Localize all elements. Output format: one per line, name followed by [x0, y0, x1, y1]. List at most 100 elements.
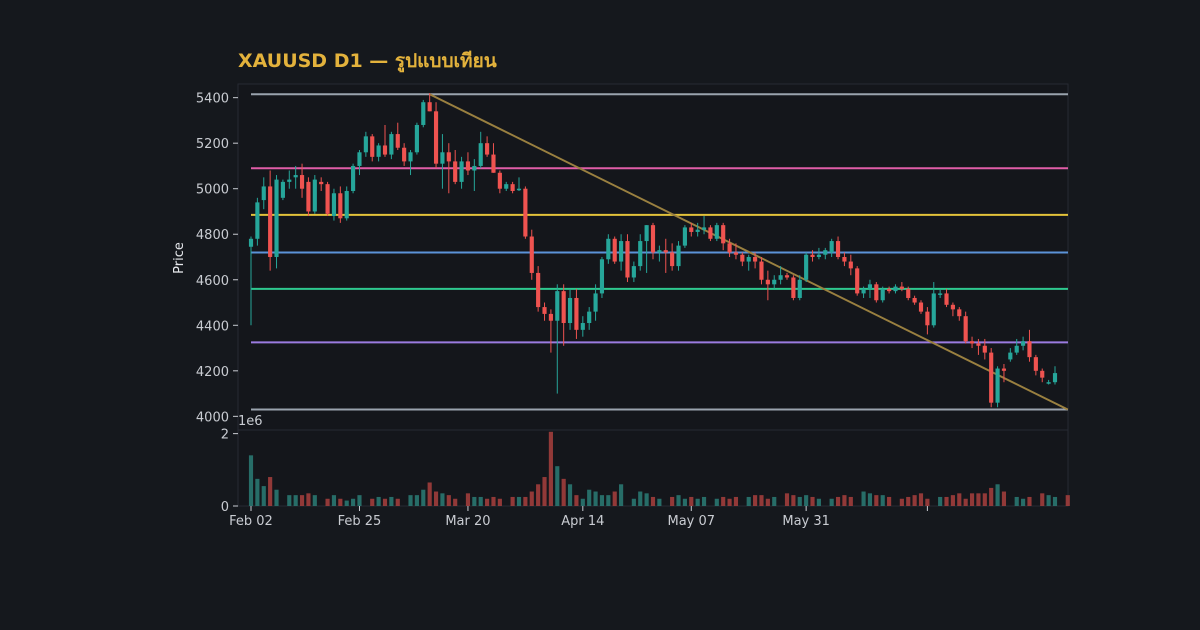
volume-bar — [982, 493, 987, 506]
candle-body — [331, 193, 337, 217]
candle-body — [644, 225, 649, 242]
candle-body — [465, 161, 471, 171]
volume-bar — [268, 477, 273, 506]
volume-bar — [670, 496, 675, 506]
candle-body — [969, 341, 975, 344]
volume-bar — [765, 498, 770, 506]
candle-body — [395, 134, 400, 148]
volume-bar — [465, 493, 471, 506]
candle-body — [631, 266, 636, 278]
candle-body — [408, 152, 413, 162]
volume-bar — [491, 496, 496, 506]
volume-bar — [331, 495, 337, 506]
volume-bar — [721, 496, 726, 506]
volume-bar — [497, 498, 502, 506]
candle-body — [887, 288, 892, 292]
candle-body — [1001, 368, 1007, 371]
candle-body — [810, 254, 815, 257]
volume-bar — [1040, 493, 1045, 506]
candle-body — [351, 165, 356, 191]
candle-body — [746, 257, 751, 262]
volume-bar — [759, 495, 764, 506]
candle-body — [733, 252, 739, 255]
candle-body — [874, 284, 879, 301]
volume-bar — [638, 491, 643, 506]
price-tick-label: 5000 — [196, 183, 229, 198]
candle-body — [414, 124, 419, 153]
volume-bar — [478, 496, 483, 506]
volume-bar — [248, 455, 254, 506]
volume-bar — [727, 498, 732, 506]
candle-body — [427, 102, 432, 112]
candle-body — [1033, 357, 1038, 371]
candle-body — [574, 297, 579, 330]
price-tick-label: 5400 — [196, 92, 229, 107]
volume-bar — [746, 496, 751, 506]
candle-body — [523, 188, 528, 237]
candle-body — [727, 243, 732, 253]
volume-bar — [989, 487, 994, 506]
volume-bar — [599, 495, 605, 506]
volume-bar — [816, 498, 821, 506]
candle-body — [389, 134, 394, 155]
candle-body — [695, 229, 700, 232]
price-tick-label: 4800 — [196, 228, 229, 243]
volume-bar — [842, 495, 847, 506]
volume-bar — [255, 478, 260, 506]
candle-body — [676, 245, 681, 267]
candle-body — [759, 261, 764, 280]
volume-bar — [810, 496, 815, 506]
volume-bar — [612, 491, 617, 506]
volume-bar — [938, 496, 943, 506]
price-axis: 4000 4200 4400 4600 4800 5000 5200 5400 — [196, 92, 238, 425]
candle-body — [293, 175, 298, 178]
volume-bar — [293, 495, 298, 506]
volume-bar — [753, 495, 758, 506]
price-tick-label: 5200 — [196, 137, 229, 152]
candle-body — [931, 293, 936, 326]
volume-bar — [287, 495, 292, 506]
candle-body — [421, 102, 426, 125]
candle-body — [510, 184, 515, 191]
volume-panel — [237, 429, 1069, 507]
candle-body — [299, 175, 305, 189]
candle-body — [619, 241, 624, 262]
candle-body — [606, 238, 611, 260]
volume-bar — [619, 484, 624, 506]
price-tick-label: 4200 — [196, 365, 229, 380]
volume-bar — [529, 491, 534, 506]
candle-body — [1027, 341, 1032, 358]
candle-body — [382, 145, 388, 155]
volume-bar — [714, 498, 719, 506]
candle-body — [306, 181, 311, 212]
candle-body — [1014, 345, 1019, 353]
candle-body — [593, 293, 598, 312]
candle-body — [274, 179, 279, 257]
volume-bar — [804, 495, 809, 506]
candle-body — [740, 254, 745, 262]
candle-body — [529, 236, 534, 273]
candle-body — [363, 136, 368, 153]
candle-body — [765, 279, 770, 285]
candle-body — [842, 257, 847, 262]
volume-bar — [899, 498, 904, 506]
candle-body — [478, 143, 483, 166]
date-tick-label: May 31 — [782, 514, 830, 529]
volume-bar — [689, 496, 694, 506]
candle-body — [701, 227, 707, 230]
volume-bars-layer — [248, 431, 1070, 506]
volume-bar — [516, 496, 522, 506]
candle-body — [625, 241, 630, 278]
volume-tick-label: 0 — [221, 500, 229, 515]
candle-body — [580, 323, 585, 330]
volume-bar — [338, 498, 343, 506]
candle-body — [485, 143, 490, 155]
candle-body — [657, 250, 662, 253]
candle-body — [867, 284, 873, 289]
volume-bar — [1065, 495, 1070, 506]
candle-body — [567, 297, 573, 324]
volume-bar — [880, 495, 885, 506]
candle-body — [797, 279, 802, 298]
candle-body — [906, 288, 911, 298]
